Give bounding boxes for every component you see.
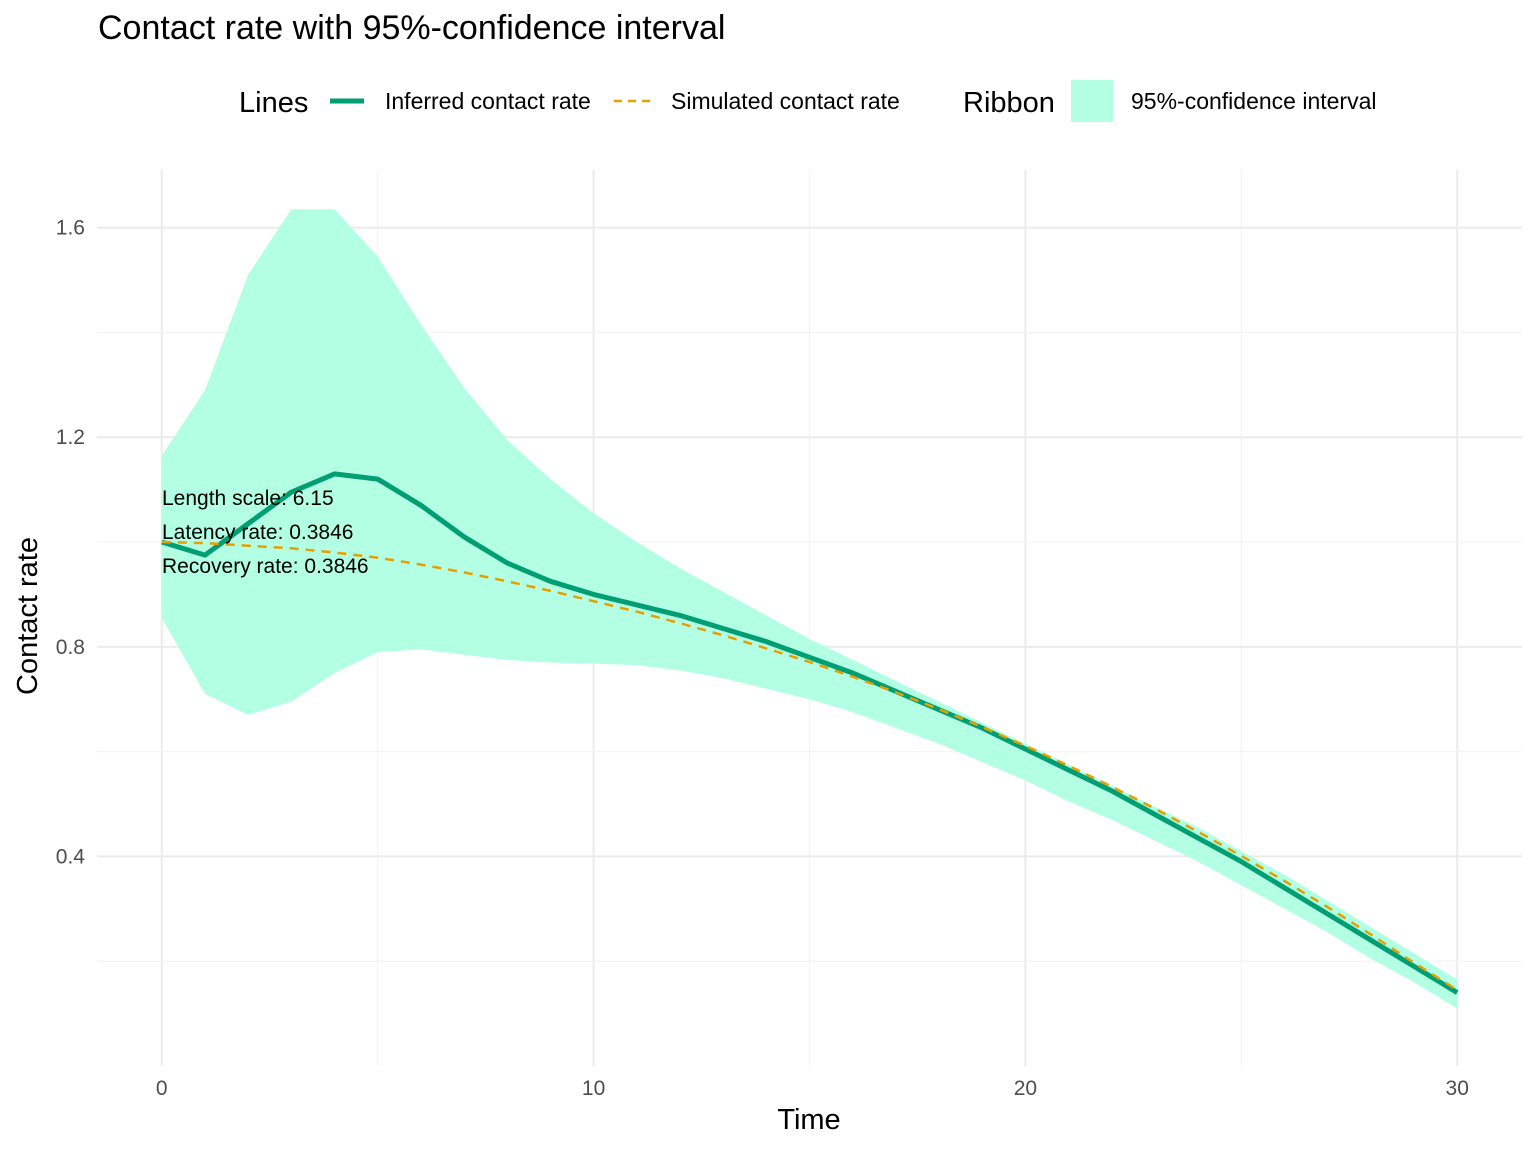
chart-title: Contact rate with 95%-confidence interva… [98,9,725,47]
annotation-length-scale: Length scale: 6.15 [162,487,334,510]
legend-title-lines: Lines [239,87,308,119]
legend-label-ribbon: 95%-confidence interval [1131,88,1376,114]
ribbon-layer [161,209,1458,1009]
x-tick-label: 20 [1014,1077,1037,1100]
legend-key-ribbon [1071,80,1113,122]
y-axis-title: Contact rate [12,537,44,695]
x-tick-label: 10 [582,1077,605,1100]
legend: Lines Inferred contact rate Simulated co… [239,80,1376,122]
annotation-latency-rate: Latency rate: 0.3846 [162,521,353,544]
y-tick-label: 1.6 [56,217,85,240]
x-tick-label: 0 [156,1077,168,1100]
confidence-ribbon [161,209,1458,1009]
legend-label-simulated: Simulated contact rate [671,88,900,114]
legend-label-inferred: Inferred contact rate [385,88,591,114]
y-tick-label: 1.2 [56,426,85,449]
y-tick-label: 0.4 [56,845,86,868]
lines-layer [161,471,1459,995]
annotations: Length scale: 6.15 Latency rate: 0.3846 … [162,487,369,578]
simulated-contact-rate-line [161,540,1458,992]
legend-title-ribbon: Ribbon [963,87,1055,119]
y-tick-label: 0.8 [56,636,85,659]
x-axis-title: Time [777,1104,840,1136]
inferred-contact-rate-line [161,471,1459,995]
x-tick-labels: 0 10 20 30 [156,1077,1469,1100]
x-tick-label: 30 [1446,1077,1469,1100]
annotation-recovery-rate: Recovery rate: 0.3846 [162,555,369,578]
y-tick-labels: 0.4 0.8 1.2 1.6 [56,217,86,869]
